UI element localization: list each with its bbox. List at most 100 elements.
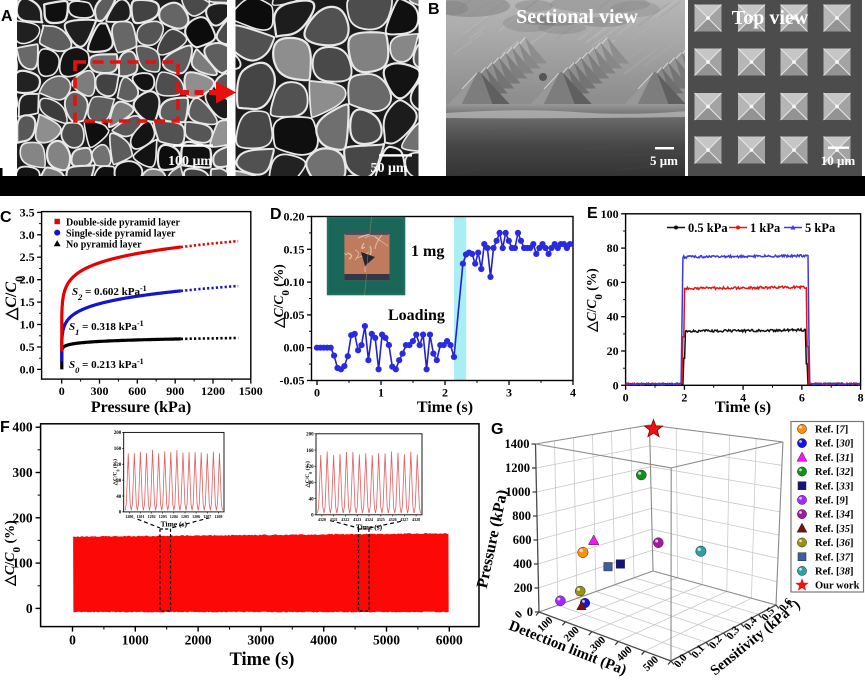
svg-text:0.0: 0.0	[20, 362, 35, 376]
svg-text:4321: 4321	[330, 517, 338, 522]
svg-text:1.0: 1.0	[20, 318, 35, 332]
svg-text:900: 900	[166, 384, 184, 398]
svg-text:1202: 1202	[148, 514, 156, 519]
svg-text:Ref. [31]: Ref. [31]	[815, 453, 854, 464]
svg-text:-0.05: -0.05	[280, 374, 305, 388]
svg-text:3: 3	[506, 386, 512, 400]
svg-text:Ref. [9]: Ref. [9]	[815, 496, 848, 507]
svg-text:6: 6	[799, 390, 805, 404]
svg-text:6000: 6000	[436, 633, 463, 648]
svg-text:5 kPa: 5 kPa	[805, 221, 836, 235]
svg-text:3000: 3000	[247, 633, 274, 648]
svg-text:Ref. [38]: Ref. [38]	[815, 567, 854, 578]
svg-text:B: B	[428, 1, 440, 18]
svg-text:1207: 1207	[203, 514, 211, 519]
svg-text:0.00: 0.00	[284, 341, 305, 355]
svg-text:3.0: 3.0	[20, 228, 35, 242]
svg-text:Time (s): Time (s)	[417, 399, 473, 416]
svg-text:4328: 4328	[412, 517, 420, 522]
svg-text:Our work: Our work	[815, 581, 860, 592]
svg-text:Loading: Loading	[388, 307, 445, 324]
svg-text:0: 0	[26, 601, 33, 616]
svg-text:Time (s): Time (s)	[356, 522, 383, 531]
svg-text:0.5 kPa: 0.5 kPa	[688, 221, 728, 235]
svg-text:40: 40	[607, 310, 619, 324]
svg-text:1206: 1206	[192, 514, 200, 519]
svg-text:Pressure (kPa): Pressure (kPa)	[91, 399, 191, 416]
svg-text:1.5: 1.5	[20, 295, 35, 309]
svg-text:Time (s): Time (s)	[715, 399, 771, 416]
svg-text:2000: 2000	[185, 633, 212, 648]
svg-text:200: 200	[514, 581, 533, 595]
svg-text:40: 40	[116, 495, 122, 500]
svg-text:A: A	[1, 8, 13, 25]
svg-text:4327: 4327	[400, 517, 408, 522]
svg-text:4320: 4320	[318, 517, 326, 522]
svg-text:4000: 4000	[310, 633, 337, 648]
svg-text:1204: 1204	[170, 514, 178, 519]
svg-text:D: D	[270, 206, 282, 223]
svg-text:Ref. [37]: Ref. [37]	[815, 552, 854, 563]
svg-text:1203: 1203	[159, 514, 167, 519]
svg-text:1208: 1208	[214, 514, 222, 519]
svg-text:200: 200	[306, 433, 314, 438]
svg-text:1500: 1500	[239, 384, 263, 398]
svg-text:3.5: 3.5	[20, 205, 35, 219]
svg-text:Top view: Top view	[732, 7, 809, 29]
svg-text:300: 300	[91, 384, 109, 398]
svg-text:Ref. [33]: Ref. [33]	[815, 481, 854, 492]
svg-text:400: 400	[12, 420, 33, 435]
svg-text:0: 0	[613, 378, 619, 392]
svg-text:C: C	[0, 209, 12, 226]
svg-text:Ref. [35]: Ref. [35]	[815, 524, 854, 535]
svg-text:160: 160	[114, 447, 122, 452]
svg-text:4324: 4324	[365, 517, 373, 522]
svg-text:40: 40	[309, 497, 315, 502]
svg-text:F: F	[0, 419, 10, 436]
svg-text:2.5: 2.5	[20, 250, 35, 264]
svg-text:No pyramid layer: No pyramid layer	[66, 240, 142, 251]
svg-text:600: 600	[128, 384, 146, 398]
svg-text:4322: 4322	[341, 517, 349, 522]
svg-text:1000: 1000	[122, 633, 149, 648]
svg-text:1201: 1201	[136, 514, 144, 519]
svg-text:Ref. [7]: Ref. [7]	[815, 425, 848, 436]
svg-text:0: 0	[314, 386, 320, 400]
svg-text:5 μm: 5 μm	[650, 153, 678, 168]
svg-text:400: 400	[513, 557, 532, 571]
svg-text:1200: 1200	[505, 461, 530, 475]
svg-text:1: 1	[378, 386, 384, 400]
svg-text:E: E	[587, 205, 598, 222]
svg-text:100 μm: 100 μm	[168, 154, 212, 169]
svg-text:80: 80	[607, 241, 619, 255]
svg-text:0: 0	[59, 384, 65, 398]
svg-text:0.05: 0.05	[284, 308, 305, 322]
svg-text:G: G	[491, 421, 503, 438]
svg-text:200: 200	[114, 431, 122, 436]
svg-text:1200: 1200	[201, 384, 225, 398]
svg-text:1200: 1200	[125, 514, 133, 519]
svg-text:1205: 1205	[181, 514, 189, 519]
svg-text:Sectional view: Sectional view	[516, 6, 638, 28]
svg-text:1400: 1400	[505, 437, 530, 451]
svg-text:Ref. [32]: Ref. [32]	[815, 467, 854, 478]
svg-text:Time (s): Time (s)	[161, 519, 188, 528]
svg-text:60: 60	[607, 275, 619, 289]
svg-text:2: 2	[681, 390, 687, 404]
svg-text:0: 0	[527, 605, 533, 619]
svg-text:4325: 4325	[377, 517, 385, 522]
svg-text:0.10: 0.10	[284, 275, 305, 289]
svg-text:20: 20	[607, 344, 619, 358]
svg-text:10 μm: 10 μm	[821, 153, 856, 168]
svg-text:Ref. [34]: Ref. [34]	[815, 510, 854, 521]
svg-text:600: 600	[513, 533, 532, 547]
svg-text:Single-side pyramid layer: Single-side pyramid layer	[66, 229, 176, 240]
svg-text:1 mg: 1 mg	[411, 243, 444, 260]
svg-text:300: 300	[12, 465, 33, 480]
svg-text:800: 800	[512, 509, 531, 523]
svg-text:4323: 4323	[353, 517, 361, 522]
svg-text:8: 8	[858, 390, 864, 404]
svg-text:4: 4	[570, 386, 576, 400]
svg-text:Time (s): Time (s)	[230, 650, 295, 670]
svg-text:0.5: 0.5	[20, 340, 35, 354]
